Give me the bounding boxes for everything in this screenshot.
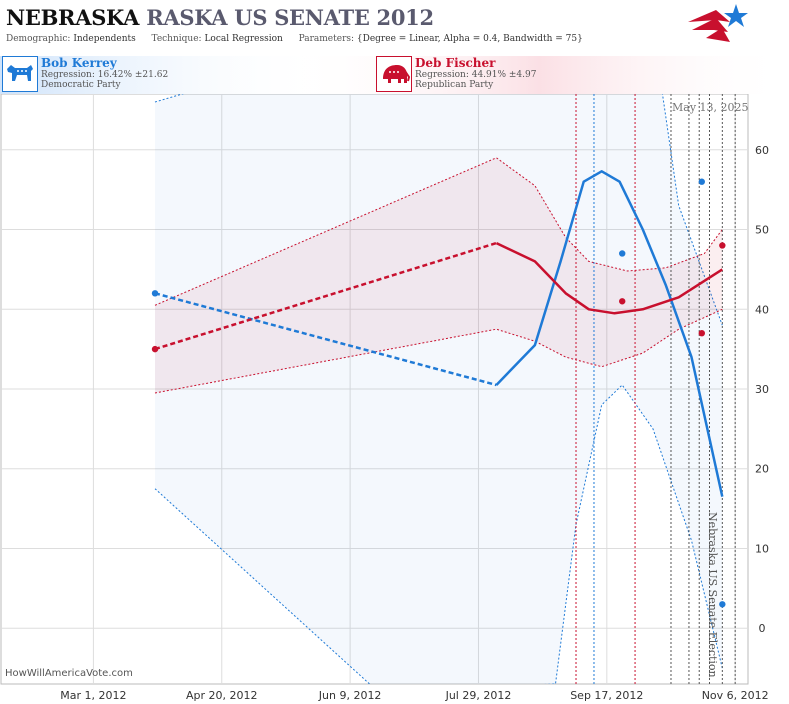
site-watermark: HowWillAmericaVote.com — [5, 668, 133, 679]
y-axis: 0 10 20 30 40 50 60 — [755, 144, 769, 635]
demographic-label: Demographic: — [6, 34, 71, 44]
y-tick-label: 50 — [755, 224, 769, 237]
x-tick-label: Jul 29, 2012 — [445, 689, 512, 702]
rep-trend-projection — [154, 241, 497, 351]
dem-poll-point — [719, 601, 726, 608]
donkey-icon — [2, 56, 38, 92]
candidate-name: Bob Kerrey — [41, 56, 117, 70]
x-axis: Mar 1, 2012 Apr 20, 2012 Jun 9, 2012 Jul 29… — [60, 689, 768, 702]
page-header: NEBRASKA RASKA US SENATE 2012 Demographi… — [0, 0, 789, 50]
technique-label: Technique: — [151, 34, 202, 44]
election-event-label: Nebraska US Senate Election — [706, 512, 719, 678]
y-tick-label: 30 — [755, 383, 769, 396]
trend-lines — [154, 170, 724, 497]
parameters-label: Parameters: — [298, 34, 355, 44]
title-state: NEBRASKA — [6, 5, 140, 30]
rep-confidence-band — [155, 157, 723, 393]
rep-poll-point — [619, 298, 626, 305]
y-tick-label: 10 — [755, 542, 769, 555]
y-tick-label: 0 — [759, 622, 766, 635]
rep-upper-bound — [154, 157, 723, 306]
x-tick-label: Jun 9, 2012 — [318, 689, 382, 702]
site-logo-icon — [688, 4, 748, 42]
dem-poll-point — [619, 250, 626, 257]
rep-poll-point — [719, 242, 726, 249]
x-tick-label: Nov 6, 2012 — [702, 689, 769, 702]
x-tick-label: Apr 20, 2012 — [186, 689, 258, 702]
candidate-party: Democratic Party — [41, 80, 121, 90]
demographic-value: Independents — [73, 34, 136, 44]
candidate-band — [0, 56, 789, 94]
chart-parameters: Demographic: Independents Technique: Loc… — [6, 34, 583, 44]
rep-trend-line — [495, 241, 723, 315]
date-stamp: May 13, 2025 — [672, 101, 749, 114]
rep-poll-point — [151, 345, 159, 353]
candidate-party: Republican Party — [415, 80, 494, 90]
candidate-regression: Regression: 16.42% ±21.62 — [41, 70, 169, 80]
x-tick-label: Mar 1, 2012 — [60, 689, 126, 702]
y-tick-label: 40 — [755, 303, 769, 316]
confidence-bands — [154, 94, 723, 684]
technique-value: Local Regression — [204, 34, 283, 44]
elephant-icon — [376, 56, 412, 92]
y-tick-label: 60 — [755, 144, 769, 157]
poll-points — [151, 178, 726, 608]
grid — [1, 94, 748, 684]
dem-poll-point — [698, 178, 705, 185]
x-tick-label: Sep 17, 2012 — [570, 689, 643, 702]
dem-upper-bound — [154, 94, 723, 326]
page-title: NEBRASKA RASKA US SENATE 2012 — [6, 5, 434, 30]
dem-confidence-band — [155, 94, 723, 684]
parameters-value: {Degree = Linear, Alpha = 0.4, Bandwidth… — [356, 34, 583, 44]
rep-lower-bound — [154, 308, 723, 394]
dem-trend-projection — [154, 292, 497, 387]
candidate-name: Deb Fischer — [415, 56, 496, 70]
dem-poll-point — [151, 290, 159, 297]
title-race: RASKA US SENATE 2012 — [146, 5, 434, 30]
y-tick-label: 20 — [755, 463, 769, 476]
candidate-regression: Regression: 44.91% ±4.97 — [415, 70, 537, 80]
rep-poll-point — [698, 329, 705, 337]
dem-trend-line — [495, 170, 724, 497]
poll-chart: Mar 1, 2012 Apr 20, 2012 Jun 9, 2012 Jul 29… — [0, 94, 769, 702]
